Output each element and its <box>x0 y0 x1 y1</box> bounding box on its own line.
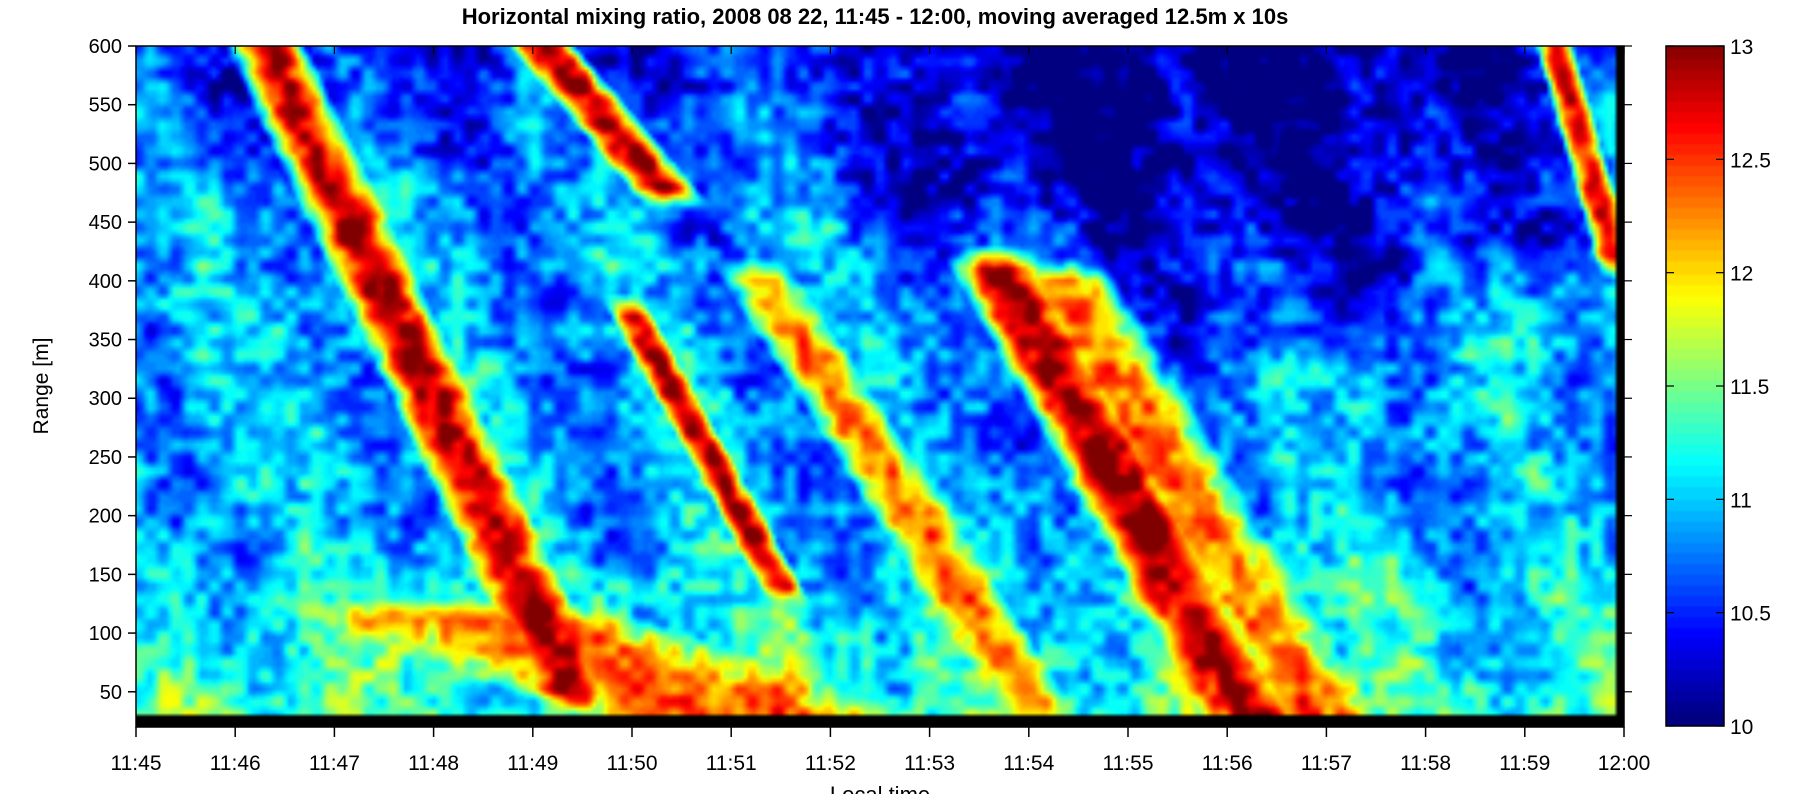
x-tick-label: 11:50 <box>607 752 658 775</box>
x-tick-label: 11:58 <box>1400 752 1451 775</box>
plot-area <box>135 45 1625 728</box>
x-tick-label: 11:54 <box>1003 752 1054 775</box>
x-tick-label: 11:47 <box>309 752 360 775</box>
y-tick-label: 250 <box>89 447 122 469</box>
colorbar-tick-label: 11.5 <box>1730 376 1769 399</box>
x-axis-label: Local time <box>830 782 930 794</box>
colorbar-tick-label: 12 <box>1730 263 1753 286</box>
y-tick-label: 100 <box>89 623 122 645</box>
x-tick-label: 12:00 <box>1598 752 1651 775</box>
y-tick-label: 600 <box>89 36 122 58</box>
x-tick-label: 11:52 <box>805 752 856 775</box>
plot-frame <box>135 45 1625 728</box>
y-tick-label: 200 <box>89 506 122 528</box>
y-tick-label: 50 <box>100 682 122 704</box>
x-axis: 11:45 11:46 11:47 11:48 11:49 11:50 11:51 11:52… <box>111 46 1651 775</box>
colorbar-tick-label: 13 <box>1730 36 1753 59</box>
x-tick-label: 11:49 <box>507 752 558 775</box>
y-tick-label: 350 <box>89 330 122 352</box>
x-tick-label: 11:48 <box>408 752 459 775</box>
y-axis-label: Range [m] <box>30 338 53 435</box>
x-tick-label: 11:57 <box>1301 752 1352 775</box>
colorbar: 10 10.5 11 11.5 12 12.5 13 <box>1665 36 1771 739</box>
x-tick-label: 11:59 <box>1499 752 1550 775</box>
y-tick-label: 300 <box>89 388 122 410</box>
y-tick-label: 450 <box>89 212 122 234</box>
colorbar-gradient <box>1666 46 1724 726</box>
heatmap-image <box>136 46 1624 727</box>
colorbar-tick-label: 11 <box>1730 489 1752 512</box>
x-tick-label: 11:53 <box>904 752 955 775</box>
y-tick-label: 400 <box>89 271 122 293</box>
x-tick-label: 11:55 <box>1103 752 1154 775</box>
chart-title: Horizontal mixing ratio, 2008 08 22, 11:… <box>462 4 1289 29</box>
x-tick-label: 11:46 <box>210 752 261 775</box>
y-tick-label: 500 <box>89 153 122 175</box>
x-tick-label: 11:51 <box>706 752 757 775</box>
colorbar-tick-label: 10 <box>1730 716 1753 739</box>
colorbar-ticks: 10 10.5 11 11.5 12 12.5 13 <box>1666 36 1771 739</box>
colorbar-tick-label: 12.5 <box>1730 149 1771 172</box>
colorbar-tick-label: 10.5 <box>1730 603 1771 626</box>
x-tick-label: 11:45 <box>111 752 162 775</box>
x-tick-label: 11:56 <box>1202 752 1253 775</box>
y-tick-label: 150 <box>89 564 122 586</box>
y-tick-label: 550 <box>89 95 122 117</box>
y-axis: 50 100 150 200 250 300 350 400 450 500 550 600 <box>89 36 1632 704</box>
